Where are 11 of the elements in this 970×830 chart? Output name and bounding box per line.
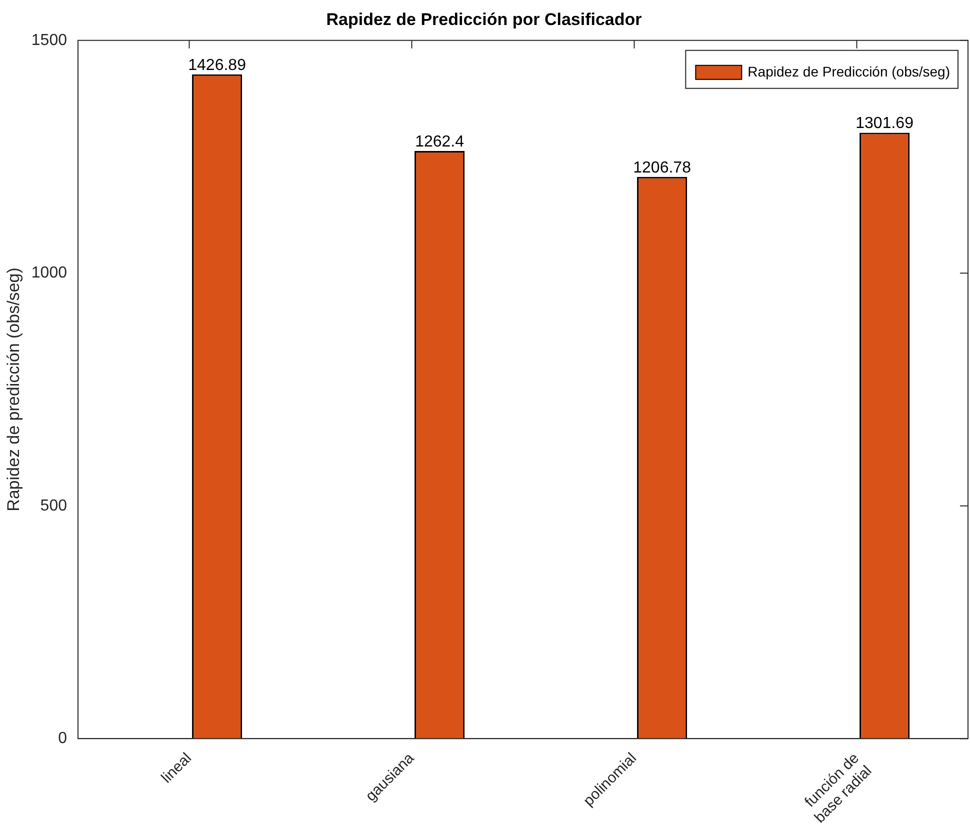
chart-title: Rapidez de Predicción por Clasificador	[326, 10, 642, 29]
y-tick-label: 1000	[31, 264, 68, 282]
y-tick-label: 1500	[31, 32, 68, 49]
data-label: 1262.4	[415, 133, 464, 150]
data-label: 1206.78	[633, 159, 692, 176]
y-tick-label: 500	[40, 497, 68, 514]
y-tick-label: 0	[58, 730, 68, 748]
legend-label: Rapidez de Predicción (obs/seg)	[748, 63, 950, 80]
data-label: 1301.69	[856, 115, 914, 132]
data-label: 1426.89	[188, 56, 246, 74]
y-axis-title: Rapidez de predicción (obs/seg)	[4, 268, 23, 512]
